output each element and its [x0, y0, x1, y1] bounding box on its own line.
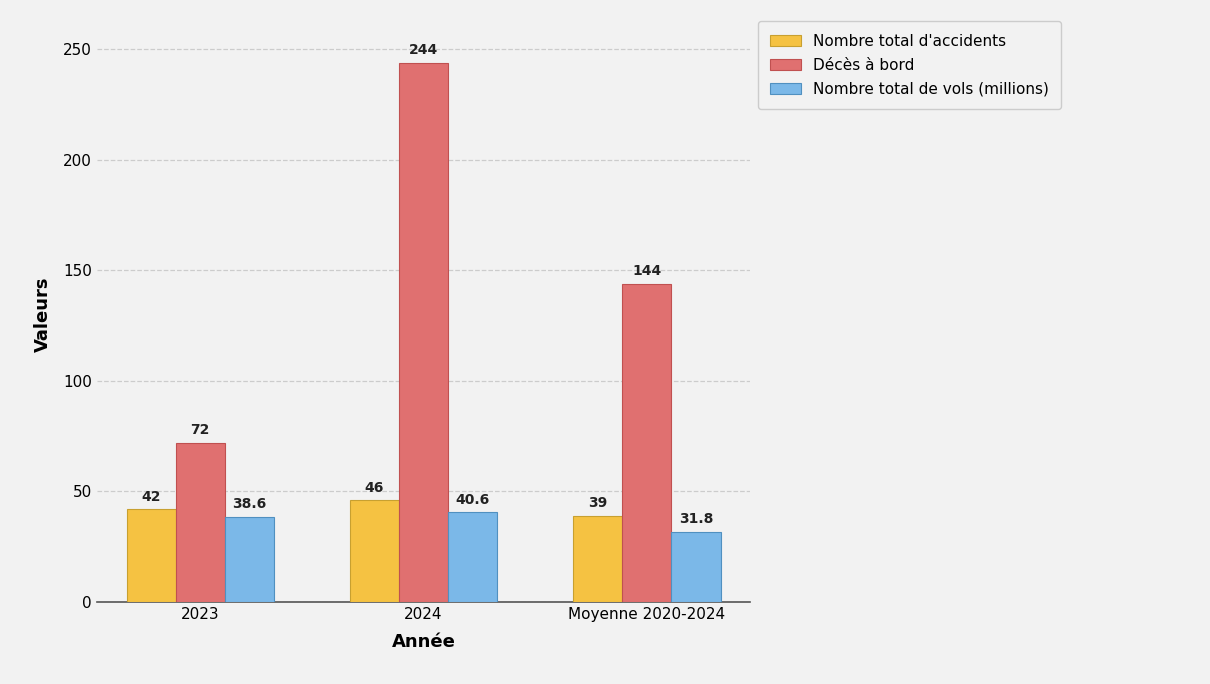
- X-axis label: Année: Année: [392, 633, 455, 651]
- Text: 46: 46: [364, 481, 384, 495]
- Bar: [574, 516, 622, 602]
- Bar: [622, 284, 672, 602]
- Y-axis label: Valeurs: Valeurs: [34, 277, 52, 352]
- Text: 42: 42: [142, 490, 161, 503]
- Bar: [672, 531, 720, 602]
- Bar: [175, 443, 225, 602]
- Bar: [225, 516, 273, 602]
- Text: 38.6: 38.6: [232, 497, 266, 511]
- Text: 144: 144: [632, 264, 662, 278]
- Legend: Nombre total d'accidents, Décès à bord, Nombre total de vols (millions): Nombre total d'accidents, Décès à bord, …: [757, 21, 1061, 109]
- Text: 72: 72: [190, 423, 209, 437]
- Bar: [127, 509, 175, 602]
- Text: 39: 39: [588, 496, 607, 510]
- Text: 40.6: 40.6: [455, 492, 490, 507]
- Bar: [350, 500, 399, 602]
- Text: 244: 244: [409, 43, 438, 57]
- Text: 31.8: 31.8: [679, 512, 713, 526]
- Bar: [448, 512, 497, 602]
- Bar: [399, 63, 448, 602]
